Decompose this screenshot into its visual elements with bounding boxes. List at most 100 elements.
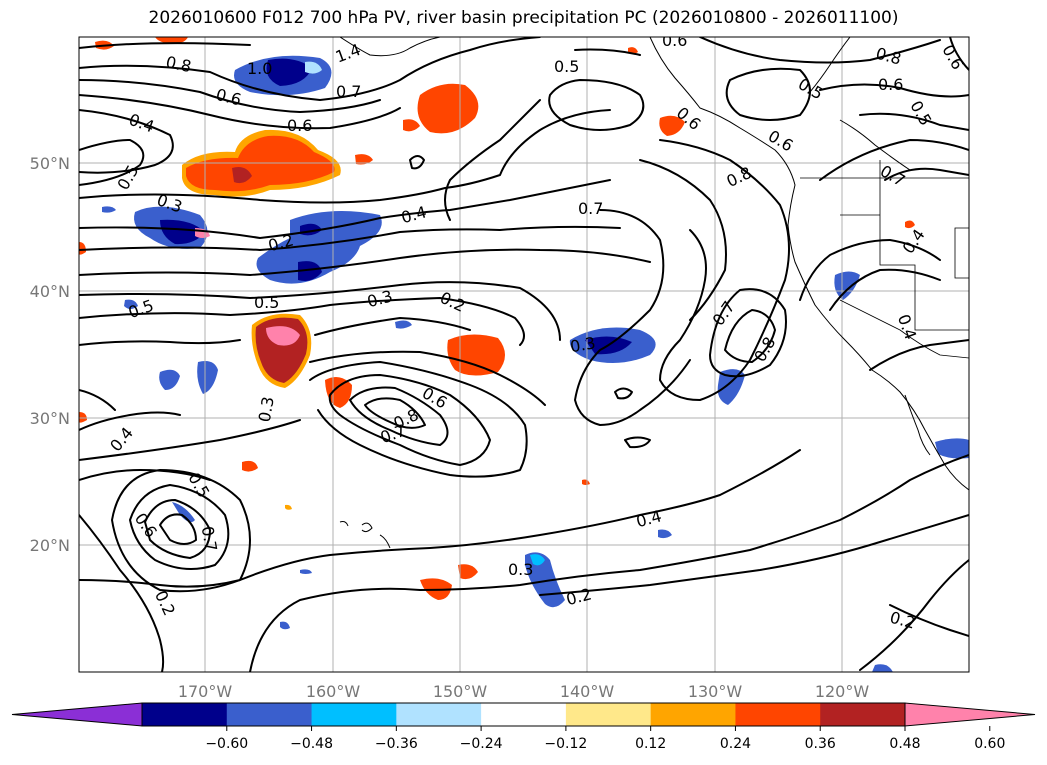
pv-contour xyxy=(409,155,425,170)
colorbar-swatch xyxy=(311,703,397,726)
precip-anomaly-positive xyxy=(285,504,292,510)
contour-label: 0.6 xyxy=(878,75,903,94)
precip-anomaly-positive xyxy=(186,135,335,192)
colorbar-tick-label: −0.36 xyxy=(375,736,418,752)
precip-anomaly-negative xyxy=(395,320,412,329)
colorbar-tick-label: 0.48 xyxy=(889,736,920,752)
pv-contour xyxy=(249,454,969,672)
colorbar-swatch xyxy=(565,703,652,726)
pv-contour xyxy=(614,387,633,400)
colorbar-swatch xyxy=(481,703,567,726)
lat-label: 40°N xyxy=(30,282,70,301)
colorbar-frame xyxy=(141,702,906,727)
pv-contour xyxy=(144,499,211,559)
pv-contours xyxy=(79,37,969,672)
precip-anomaly-positive xyxy=(266,326,300,346)
colorbar-extend-min xyxy=(11,702,143,727)
map-gridlines xyxy=(79,37,969,672)
precip-anomaly-negative xyxy=(266,58,312,86)
colorbar-swatch xyxy=(226,703,313,726)
contour-label: 0.5 xyxy=(254,293,279,312)
pv-contour xyxy=(79,248,651,276)
pv-contour xyxy=(889,604,969,637)
pv-contour xyxy=(444,99,541,221)
colorbar-tick-label: 0.24 xyxy=(720,736,751,752)
precip-anomaly-positive xyxy=(582,479,590,485)
colorbar-swatch xyxy=(650,703,736,726)
contour-label: 0.6 xyxy=(287,116,312,135)
contour-label: 0.7 xyxy=(578,199,603,218)
lon-label: 150°W xyxy=(433,682,488,701)
lon-label: 130°W xyxy=(688,682,743,701)
pv-contour xyxy=(79,281,561,341)
contour-label: 0.7 xyxy=(336,82,361,101)
contour-label: 0.8 xyxy=(164,52,193,76)
precip-anomaly-negative xyxy=(160,219,205,245)
longitude-labels: 170°W 160°W 150°W 140°W 130°W 120°W xyxy=(178,682,870,701)
precip-anomaly-positive xyxy=(325,376,352,408)
pv-contour xyxy=(884,167,969,181)
pv-contour xyxy=(79,37,541,101)
colorbar-tick-label: −0.60 xyxy=(205,736,248,752)
contour-label: 0.7 xyxy=(198,525,221,553)
precip-anomaly-negative xyxy=(256,211,382,284)
contour-label: 0.5 xyxy=(554,57,579,76)
pv-contour xyxy=(624,436,651,449)
colorbar-swatch xyxy=(735,703,821,726)
colorbar-tick-label: 0.36 xyxy=(805,736,836,752)
precip-anomaly-positive xyxy=(447,334,505,376)
precip-anomaly-negative xyxy=(305,61,322,74)
pv-contour xyxy=(699,37,941,64)
pv-contour xyxy=(159,513,197,545)
precip-anomaly-negative xyxy=(530,554,545,566)
precip-anomaly-negative xyxy=(159,369,180,390)
pv-contour xyxy=(364,397,426,429)
pv-contour xyxy=(859,112,969,131)
pv-contour xyxy=(79,42,251,49)
lon-label: 170°W xyxy=(178,682,233,701)
pv-contour xyxy=(79,139,145,186)
pv-contour xyxy=(79,79,381,113)
pv-contour xyxy=(819,139,969,181)
colorbar-tick-label: −0.24 xyxy=(460,736,503,752)
pv-contour xyxy=(539,514,969,596)
lon-label: 120°W xyxy=(815,682,870,701)
precip-anomaly-negative xyxy=(280,621,290,630)
pv-contour xyxy=(725,67,811,121)
contour-label: 0.6 xyxy=(662,31,687,50)
map-title: 2026010600 F012 700 hPa PV, river basin … xyxy=(148,8,899,28)
pv-contour xyxy=(819,83,969,98)
precip-anomaly-positive xyxy=(232,167,252,184)
pv-contour xyxy=(79,469,211,481)
pv-contour xyxy=(639,159,727,321)
precip-anomaly-positive xyxy=(659,115,685,136)
precip-anomaly-positive xyxy=(905,220,915,229)
pv-contour xyxy=(349,386,449,446)
colorbar-swatch xyxy=(142,703,228,726)
precip-anomaly-negative xyxy=(300,569,312,574)
colorbar-tick-label: 0.12 xyxy=(635,736,666,752)
precip-anomaly-negative xyxy=(935,438,969,459)
precip-anomaly-positive xyxy=(417,83,479,134)
lon-label: 160°W xyxy=(306,682,361,701)
map-plot-area: 0.8 1.0 0.7 0.6 1.4 0.6 0.4 0.6 0.5 0.3 … xyxy=(79,31,969,672)
pv-contour xyxy=(574,209,691,426)
lon-label: 140°W xyxy=(560,682,615,701)
pv-contour xyxy=(709,288,787,378)
precip-anomaly-positive xyxy=(403,119,420,132)
pv-contour xyxy=(829,268,941,311)
pv-contour xyxy=(79,449,801,588)
coastlines xyxy=(339,37,969,549)
pv-contour xyxy=(79,514,165,672)
precip-anomaly-negative xyxy=(102,206,116,213)
precip-anomaly-positive xyxy=(79,242,86,255)
pv-contour xyxy=(79,389,116,411)
precip-anomaly-negative xyxy=(717,369,745,405)
pv-contour xyxy=(309,361,528,478)
latitude-labels: 50°N 40°N 30°N 20°N xyxy=(30,154,70,555)
pv-contour xyxy=(309,350,546,406)
pv-contour xyxy=(859,559,969,671)
contour-label: 0.3 xyxy=(255,395,278,423)
lat-label: 20°N xyxy=(30,536,70,555)
